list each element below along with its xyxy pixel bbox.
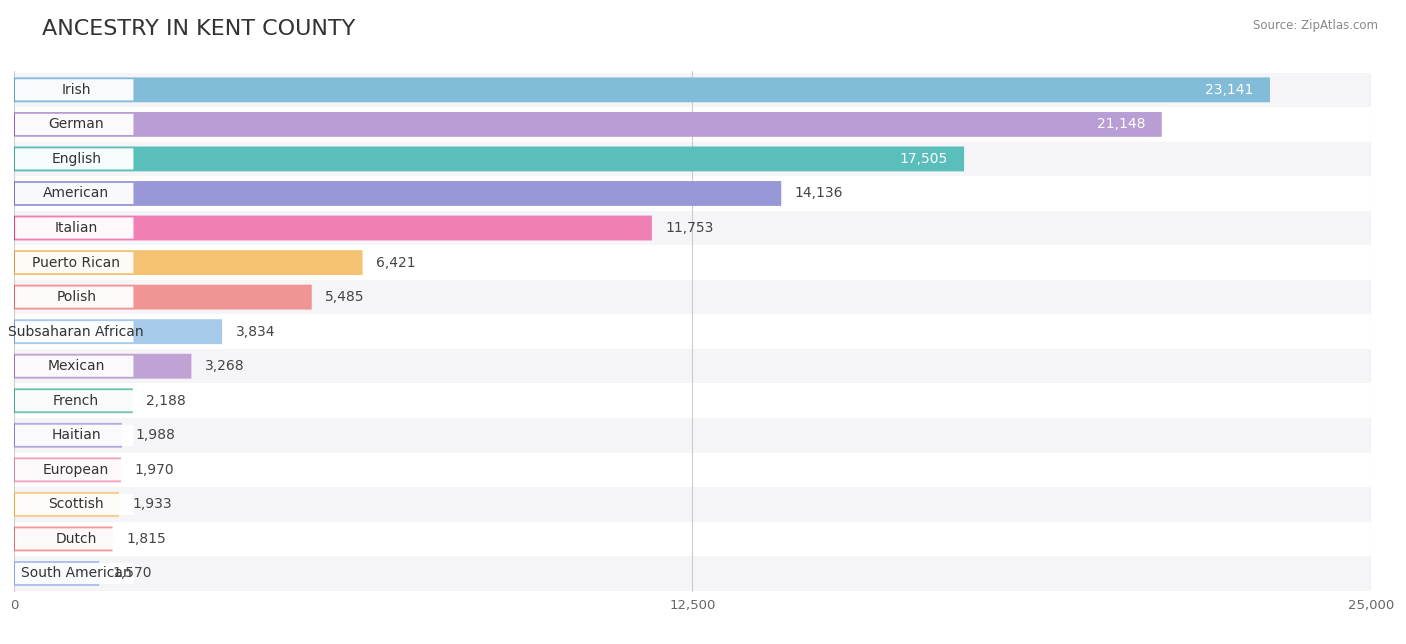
FancyBboxPatch shape bbox=[14, 425, 134, 446]
FancyBboxPatch shape bbox=[14, 319, 222, 344]
Text: Irish: Irish bbox=[62, 83, 91, 97]
Text: American: American bbox=[44, 187, 110, 200]
Text: Haitian: Haitian bbox=[52, 428, 101, 442]
Text: 2,188: 2,188 bbox=[146, 393, 186, 408]
FancyBboxPatch shape bbox=[14, 148, 134, 169]
FancyBboxPatch shape bbox=[14, 418, 1371, 453]
FancyBboxPatch shape bbox=[14, 314, 1371, 349]
FancyBboxPatch shape bbox=[14, 383, 1371, 418]
Text: 17,505: 17,505 bbox=[900, 152, 948, 166]
FancyBboxPatch shape bbox=[14, 487, 1371, 522]
FancyBboxPatch shape bbox=[14, 528, 134, 549]
FancyBboxPatch shape bbox=[14, 181, 782, 206]
Text: 23,141: 23,141 bbox=[1205, 83, 1254, 97]
FancyBboxPatch shape bbox=[14, 354, 191, 379]
Text: Italian: Italian bbox=[55, 221, 98, 235]
Text: 21,148: 21,148 bbox=[1097, 117, 1146, 131]
Text: 5,485: 5,485 bbox=[325, 290, 364, 304]
FancyBboxPatch shape bbox=[14, 73, 1371, 107]
Text: Dutch: Dutch bbox=[55, 532, 97, 546]
FancyBboxPatch shape bbox=[14, 556, 1371, 591]
FancyBboxPatch shape bbox=[14, 285, 312, 310]
FancyBboxPatch shape bbox=[14, 107, 1371, 142]
FancyBboxPatch shape bbox=[14, 287, 134, 308]
FancyBboxPatch shape bbox=[14, 453, 1371, 487]
FancyBboxPatch shape bbox=[14, 527, 112, 551]
FancyBboxPatch shape bbox=[14, 176, 1371, 211]
Text: ANCESTRY IN KENT COUNTY: ANCESTRY IN KENT COUNTY bbox=[42, 19, 356, 39]
FancyBboxPatch shape bbox=[14, 142, 1371, 176]
Text: Puerto Rican: Puerto Rican bbox=[32, 256, 120, 270]
FancyBboxPatch shape bbox=[14, 77, 1270, 102]
Text: 14,136: 14,136 bbox=[794, 187, 844, 200]
Text: Subsaharan African: Subsaharan African bbox=[8, 325, 143, 339]
FancyBboxPatch shape bbox=[14, 563, 134, 584]
Text: French: French bbox=[53, 393, 100, 408]
FancyBboxPatch shape bbox=[14, 423, 122, 448]
FancyBboxPatch shape bbox=[14, 355, 134, 377]
FancyBboxPatch shape bbox=[14, 250, 363, 275]
FancyBboxPatch shape bbox=[14, 183, 134, 204]
Text: 1,815: 1,815 bbox=[127, 532, 166, 546]
FancyBboxPatch shape bbox=[14, 390, 134, 412]
FancyBboxPatch shape bbox=[14, 321, 134, 342]
Text: 1,570: 1,570 bbox=[112, 567, 152, 580]
FancyBboxPatch shape bbox=[14, 211, 1371, 245]
FancyBboxPatch shape bbox=[14, 216, 652, 240]
FancyBboxPatch shape bbox=[14, 457, 121, 482]
FancyBboxPatch shape bbox=[14, 245, 1371, 280]
FancyBboxPatch shape bbox=[14, 79, 134, 100]
Text: 3,834: 3,834 bbox=[236, 325, 276, 339]
FancyBboxPatch shape bbox=[14, 218, 134, 238]
FancyBboxPatch shape bbox=[14, 561, 100, 586]
Text: English: English bbox=[51, 152, 101, 166]
Text: European: European bbox=[44, 463, 110, 477]
Text: South American: South American bbox=[21, 567, 132, 580]
Text: 11,753: 11,753 bbox=[665, 221, 714, 235]
FancyBboxPatch shape bbox=[14, 494, 134, 515]
FancyBboxPatch shape bbox=[14, 522, 1371, 556]
FancyBboxPatch shape bbox=[14, 349, 1371, 383]
Text: Mexican: Mexican bbox=[48, 359, 105, 374]
FancyBboxPatch shape bbox=[14, 252, 134, 273]
FancyBboxPatch shape bbox=[14, 492, 120, 517]
Text: Source: ZipAtlas.com: Source: ZipAtlas.com bbox=[1253, 19, 1378, 32]
FancyBboxPatch shape bbox=[14, 112, 1161, 137]
Text: Scottish: Scottish bbox=[48, 497, 104, 511]
Text: 1,933: 1,933 bbox=[132, 497, 172, 511]
FancyBboxPatch shape bbox=[14, 114, 134, 135]
FancyBboxPatch shape bbox=[14, 280, 1371, 314]
Text: 1,970: 1,970 bbox=[135, 463, 174, 477]
FancyBboxPatch shape bbox=[14, 146, 965, 171]
FancyBboxPatch shape bbox=[14, 388, 132, 413]
FancyBboxPatch shape bbox=[14, 459, 134, 480]
Text: 6,421: 6,421 bbox=[377, 256, 416, 270]
Text: 3,268: 3,268 bbox=[205, 359, 245, 374]
Text: 1,988: 1,988 bbox=[135, 428, 176, 442]
Text: German: German bbox=[48, 117, 104, 131]
Text: Polish: Polish bbox=[56, 290, 96, 304]
